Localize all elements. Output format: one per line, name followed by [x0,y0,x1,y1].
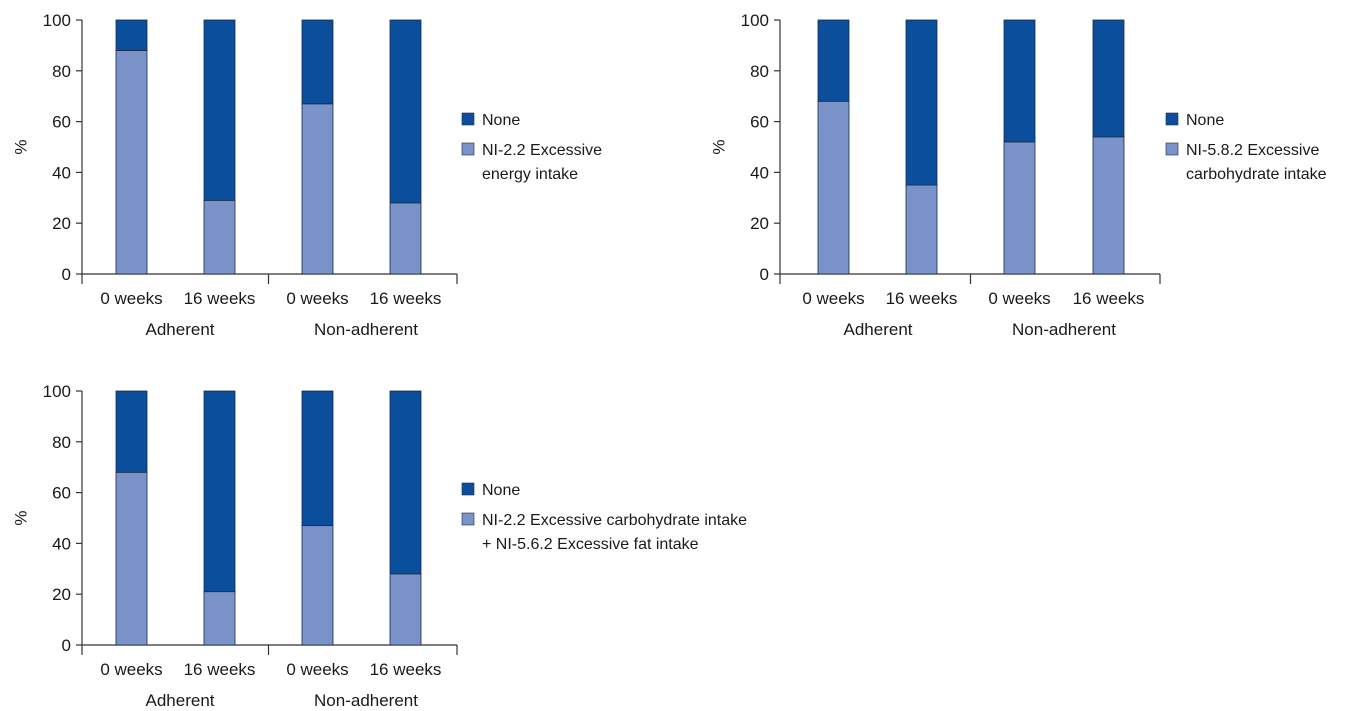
chart3-bar-none-1 [115,390,148,473]
chart1-legend-none: None [482,112,520,129]
chart1-legend-swatch-none [461,112,475,126]
chart1-bar-diagnosis-1 [115,50,148,275]
chart3-bar-none-2 [203,390,236,593]
chart3-y-tick-label: 0 [62,636,71,655]
chart1-y-tick-label: 0 [62,265,71,284]
chart2-legend-diagnosis-line1: NI-5.8.2 Excessive [1186,142,1319,159]
chart3-y-tick-label: 40 [52,534,71,553]
chart2-y-tick-label: 40 [750,163,769,182]
chart2-group-label: Non-adherent [1012,320,1116,339]
chart1-y-tick-label: 80 [52,62,71,81]
chart1-bar-none-4 [389,19,422,204]
chart1-bar-none-1 [115,19,148,51]
chart3-legend-diagnosis-line2: + NI-5.6.2 Excessive fat intake [482,536,699,553]
chart2-legend-swatch-diagnosis [1165,142,1179,156]
chart2-bar-diagnosis-1 [817,100,850,275]
chart2-legend-diagnosis-line2: carbohydrate intake [1186,166,1327,183]
chart3-y-tick-label: 20 [52,585,71,604]
chart2-bar-none-2 [905,19,938,186]
chart2-bar-diagnosis-2 [905,184,938,275]
chart3-legend-swatch-none [461,482,475,496]
chart3-y-tick-label: 100 [43,382,71,401]
chart3-bar-none-3 [301,390,334,527]
chart1-x-tick-label: 0 weeks [286,289,348,308]
chart1-y-tick-label: 40 [52,163,71,182]
chart3-group-label: Adherent [146,691,215,710]
chart3-bar-diagnosis-4 [389,573,422,646]
chart3-group-label: Non-adherent [314,691,418,710]
chart2-y-tick-label: 100 [741,11,769,30]
chart2-y-tick-label: 80 [750,62,769,81]
chart3-legend-swatch-diagnosis [461,512,475,526]
chart1-group-label: Adherent [146,320,215,339]
chart2-legend-swatch-none [1165,112,1179,126]
chart1-bar-none-3 [301,19,334,105]
chart1-x-tick-label: 0 weeks [100,289,162,308]
chart1-y-tick-label: 60 [52,113,71,132]
chart1-bar-diagnosis-2 [203,199,236,275]
chart1-legend-diagnosis-line2: energy intake [482,166,578,183]
chart1-x-tick-label: 16 weeks [370,289,442,308]
chart2-bar-none-4 [1092,19,1125,138]
chart2-y-axis-label: % [709,139,728,154]
chart3-x-tick-label: 16 weeks [370,660,442,679]
chart2-x-tick-label: 0 weeks [988,289,1050,308]
chart1-legend-swatch-diagnosis [461,142,475,156]
chart2-bar-none-3 [1003,19,1036,143]
chart2-y-tick-label: 20 [750,214,769,233]
chart3-x-tick-label: 16 weeks [184,660,256,679]
chart2-y-tick-label: 0 [760,265,769,284]
chart1-y-axis-label: % [11,139,30,154]
chart3-bar-diagnosis-1 [115,471,148,646]
chart1-bar-diagnosis-4 [389,202,422,275]
chart3-legend-diagnosis-line1: NI-2.2 Excessive carbohydrate intake [482,512,747,529]
chart3-x-tick-label: 0 weeks [286,660,348,679]
chart2-x-tick-label: 0 weeks [802,289,864,308]
chart3-legend-none: None [482,482,520,499]
chart2-bar-diagnosis-4 [1092,136,1125,275]
chart1-x-tick-label: 16 weeks [184,289,256,308]
chart3-bar-none-4 [389,390,422,575]
chart2-x-tick-label: 16 weeks [1073,289,1145,308]
chart1-group-label: Non-adherent [314,320,418,339]
chart3-y-tick-label: 80 [52,433,71,452]
chart2-y-tick-label: 60 [750,113,769,132]
chart1-y-tick-label: 100 [43,11,71,30]
chart3-y-tick-label: 60 [52,484,71,503]
chart1-bar-none-2 [203,19,236,201]
chart3-x-tick-label: 0 weeks [100,660,162,679]
chart3-bar-diagnosis-3 [301,525,334,646]
chart1-bar-diagnosis-3 [301,103,334,275]
chart2-x-tick-label: 16 weeks [886,289,958,308]
chart2-group-label: Adherent [844,320,913,339]
chart3-bar-diagnosis-2 [203,591,236,646]
chart2-bar-none-1 [817,19,850,102]
chart3-y-axis-label: % [11,510,30,525]
chart2-bar-diagnosis-3 [1003,141,1036,275]
chart2-legend-none: None [1186,112,1224,129]
chart1-legend-diagnosis-line1: NI-2.2 Excessive [482,142,602,159]
chart1-y-tick-label: 20 [52,214,71,233]
